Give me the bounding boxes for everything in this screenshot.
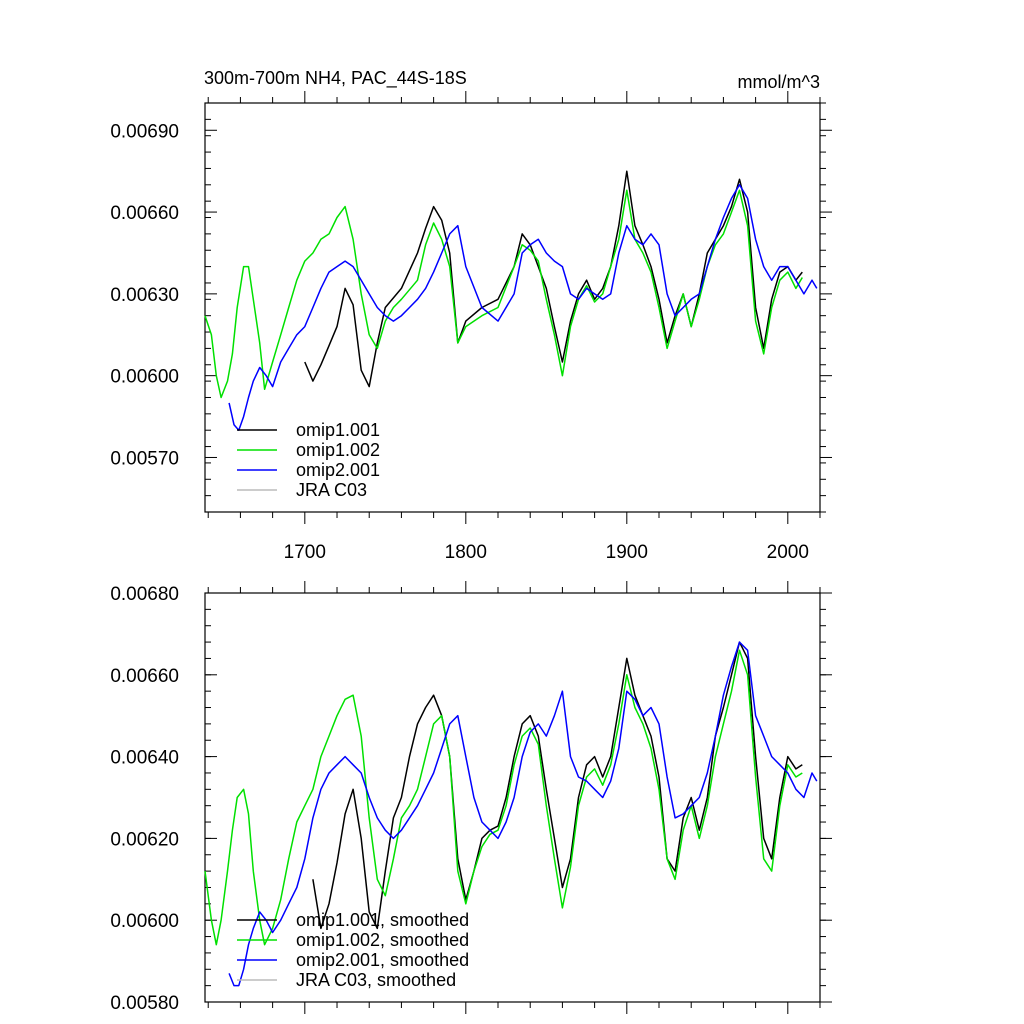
- y-tick-label: 0.00600: [110, 911, 179, 932]
- series-line: [304, 170, 803, 388]
- legend-label: omip2.001, smoothed: [296, 950, 469, 970]
- y-tick-label: 0.00600: [110, 367, 179, 388]
- y-tick-label: 0.00680: [110, 584, 179, 605]
- legend-label: omip1.001: [296, 420, 380, 440]
- top-panel-series: [204, 170, 818, 431]
- legend-label: omip1.002: [296, 440, 380, 460]
- y-tick-label: 0.00660: [110, 666, 179, 687]
- top-panel-title: 300m-700m NH4, PAC_44S-18S: [204, 68, 467, 89]
- bottom-panel-axes: 0.00580 0.00600 0.00620 0.00640 0.00660 0.006…: [110, 581, 832, 1014]
- top-panel: 300m-700m NH4, PAC_44S-18S mmol/m^3 0.00…: [110, 68, 832, 563]
- bottom-panel: 0.00580 0.00600 0.00620 0.00640 0.00660 0.006…: [110, 581, 832, 1014]
- bottom-panel-series: [204, 641, 818, 987]
- y-tick-label: 0.00570: [110, 448, 179, 469]
- y-tick-label: 0.00660: [110, 203, 179, 224]
- legend-label: omip1.002, smoothed: [296, 930, 469, 950]
- series-line: [204, 649, 803, 946]
- bottom-panel-frame: [204, 592, 821, 1003]
- x-tick-label: 1900: [606, 542, 648, 563]
- top-panel-units: mmol/m^3: [738, 72, 820, 92]
- x-tick-label: 1700: [284, 542, 326, 563]
- series-line: [312, 641, 803, 930]
- y-tick-label: 0.00620: [110, 829, 179, 850]
- y-tick-label: 0.00580: [110, 993, 179, 1014]
- series-line: [204, 189, 803, 399]
- legend-label: JRA C03, smoothed: [296, 970, 456, 990]
- y-tick-label: 0.00640: [110, 748, 179, 769]
- top-panel-axes: 0.00570 0.00600 0.00630 0.00660 0.00690 1700 1…: [110, 91, 832, 563]
- series-line: [228, 641, 818, 987]
- legend-label: omip1.001, smoothed: [296, 910, 469, 930]
- legend-label: JRA C03: [296, 480, 367, 500]
- y-tick-label: 0.00630: [110, 285, 179, 306]
- y-tick-label: 0.00690: [110, 121, 179, 142]
- x-tick-label: 1800: [445, 542, 487, 563]
- series-line: [228, 184, 818, 431]
- top-panel-frame: [204, 102, 821, 513]
- legend-label: omip2.001: [296, 460, 380, 480]
- x-tick-label: 2000: [767, 542, 809, 563]
